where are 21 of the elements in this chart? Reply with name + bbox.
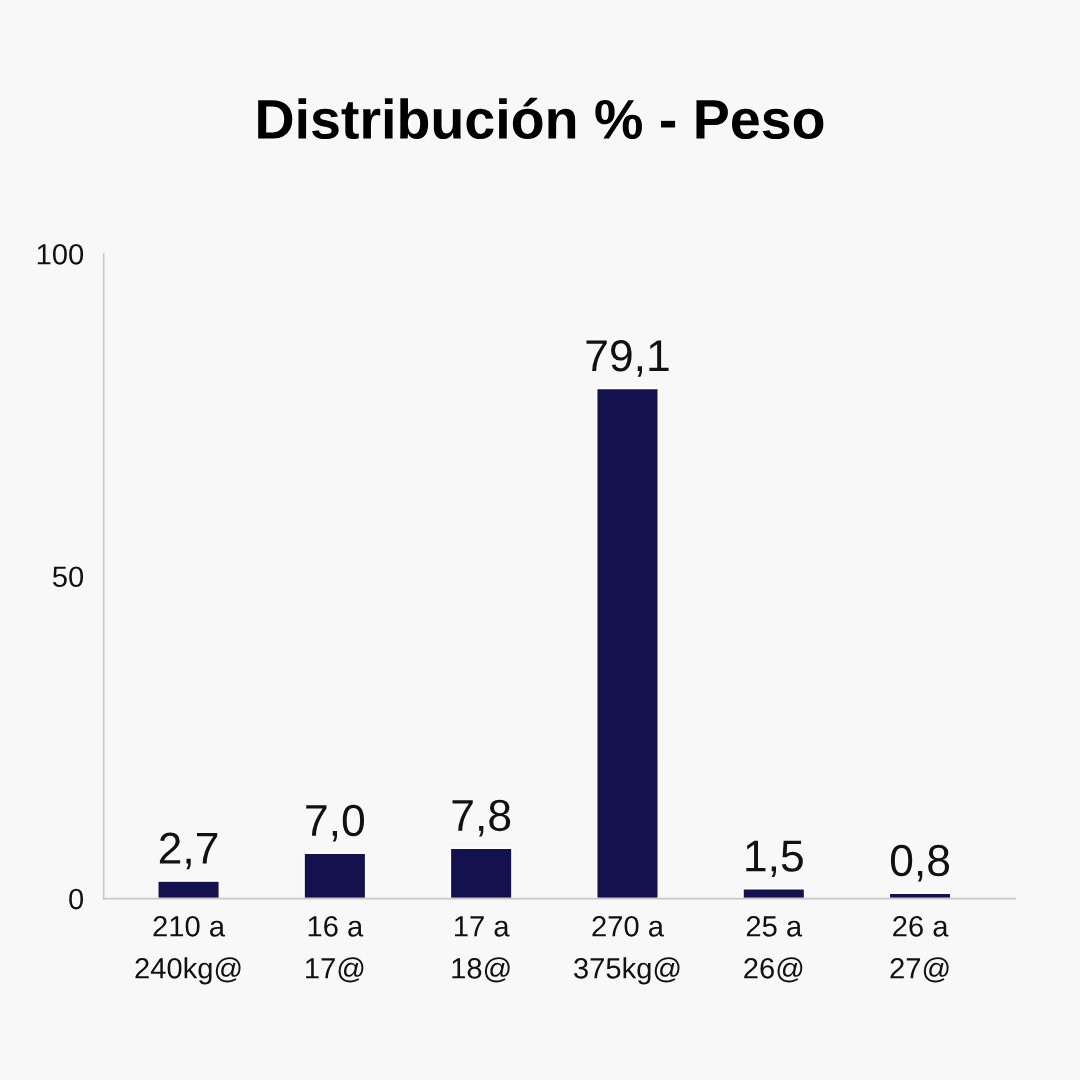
chart-title: Distribución % - Peso: [258, 97, 824, 140]
bar: [449, 847, 513, 899]
data-label: 0,8: [890, 844, 950, 882]
x-tick-label: 17 a 18@: [452, 916, 510, 983]
data-label: 7,0: [306, 804, 365, 842]
y-tick-label: 100: [37, 244, 84, 265]
data-label: 2,7: [159, 832, 218, 870]
x-tick-label: 25 a 26@: [744, 916, 803, 983]
bar: [596, 387, 659, 899]
x-tick-label: 26 a 27@: [890, 916, 949, 983]
data-label: 1,5: [746, 840, 803, 878]
data-label: 7,8: [452, 799, 511, 837]
y-tick-label: 0: [69, 888, 84, 910]
y-tick-label: 50: [52, 566, 84, 588]
bar: [157, 880, 220, 899]
x-tick-label: 16 a 17@: [306, 916, 364, 983]
bar: [742, 888, 806, 899]
data-label: 79,1: [586, 339, 669, 377]
bar: [303, 852, 367, 899]
x-tick-label: 270 a 375kg@: [574, 916, 680, 985]
x-tick-label: 210 a 240kg@: [135, 916, 241, 985]
